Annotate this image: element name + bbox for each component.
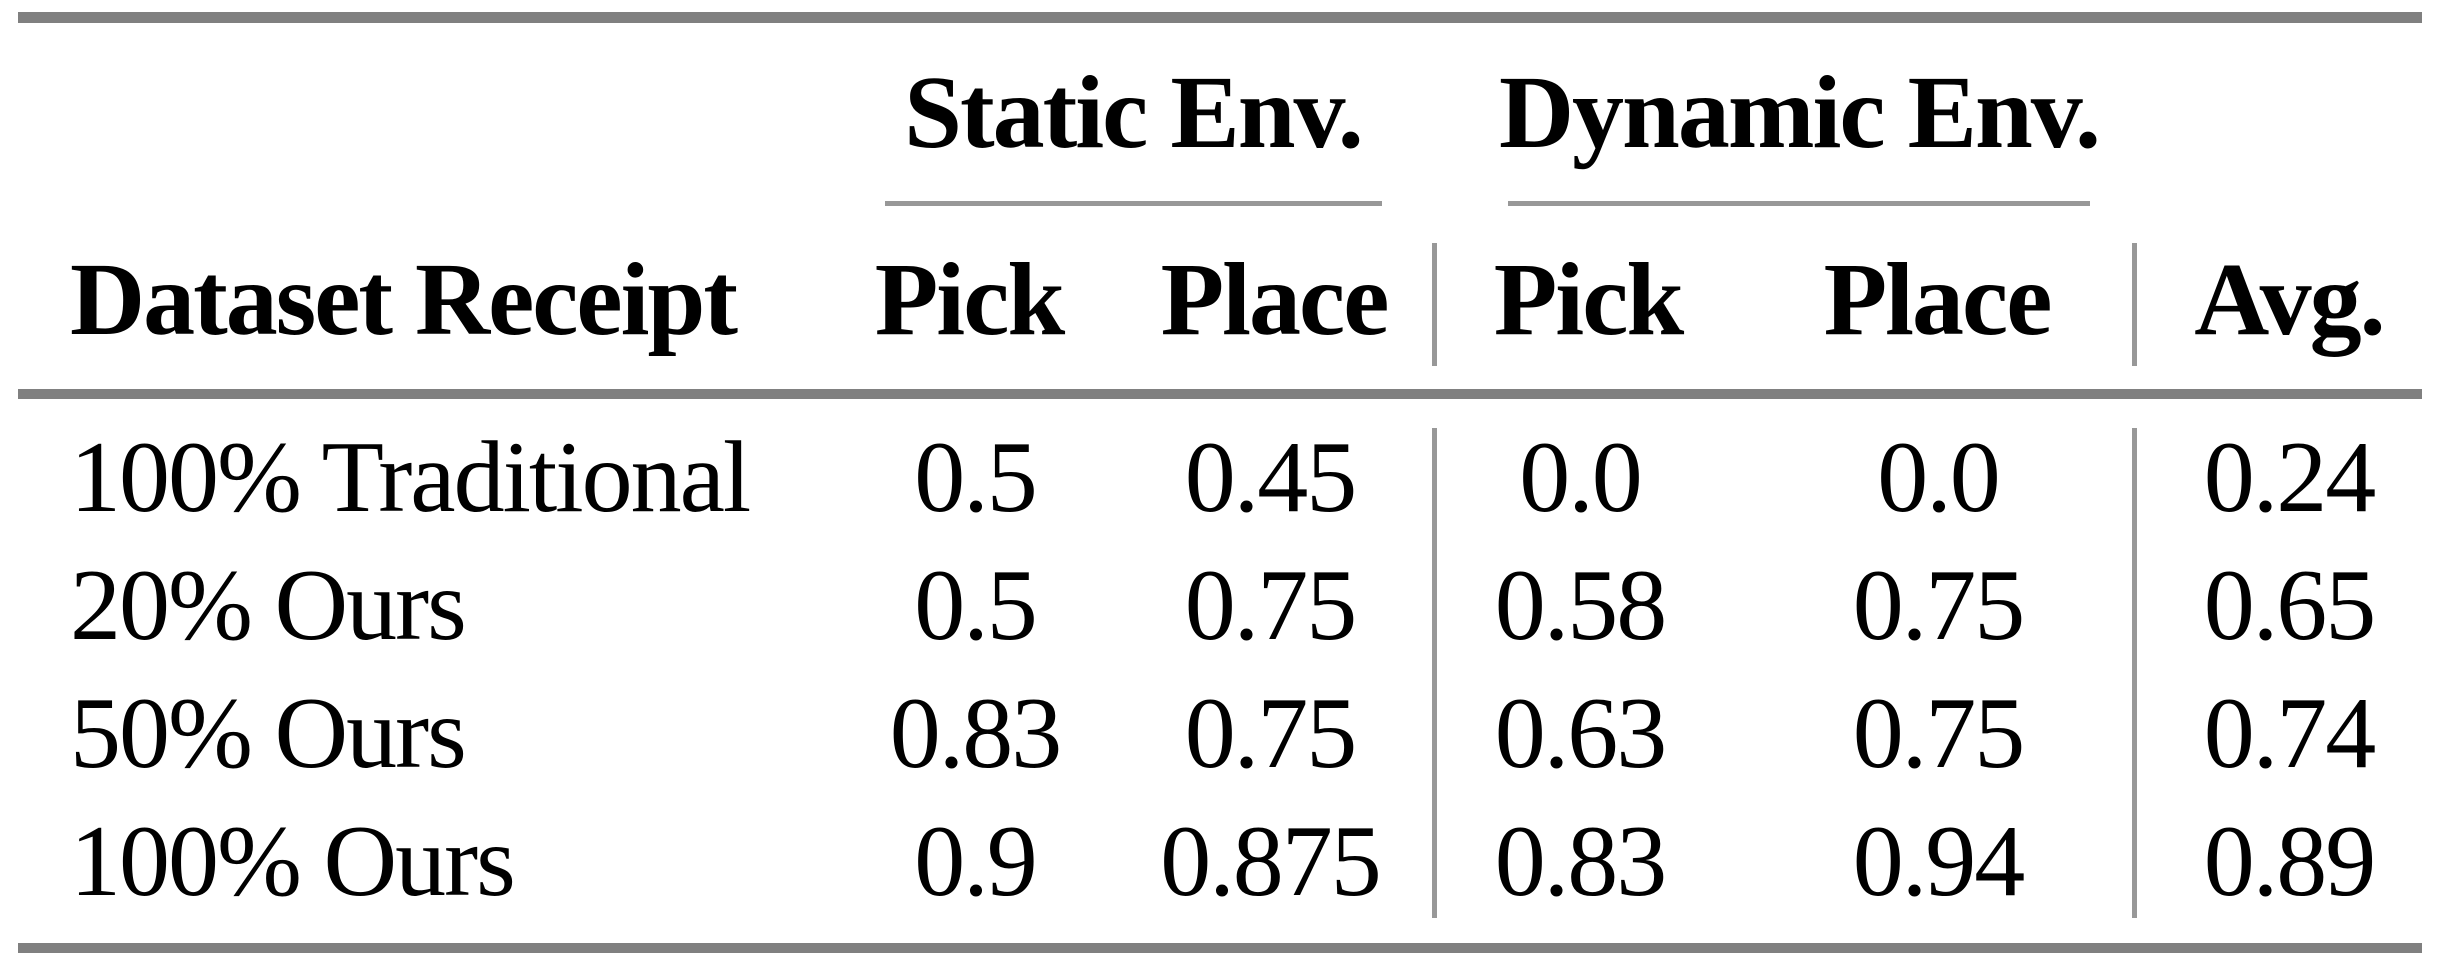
column-header-avg: Avg.	[2194, 242, 2385, 357]
row-4-static-pick: 0.9	[914, 805, 1038, 918]
separator-static-dynamic-header	[1432, 243, 1437, 366]
row-4-label: 100% Ours	[70, 805, 516, 918]
row-3-avg: 0.74	[2203, 677, 2377, 790]
separator-static-dynamic-body	[1432, 428, 1437, 918]
row-1-dynamic-pick: 0.0	[1519, 421, 1643, 534]
row-2-static-pick: 0.5	[914, 549, 1038, 662]
header-body-rule	[18, 389, 2422, 399]
group-header-dynamic-env: Dynamic Env.	[1498, 55, 2101, 170]
row-2-label: 20% Ours	[70, 549, 467, 662]
group-header-static-env: Static Env.	[904, 55, 1364, 170]
row-2-dynamic-place: 0.75	[1852, 549, 2026, 662]
row-2-static-place: 0.75	[1184, 549, 1358, 662]
row-4-static-place: 0.875	[1160, 805, 1382, 918]
top-rule	[18, 12, 2422, 23]
separator-dynamic-avg-header	[2132, 243, 2137, 366]
row-4-dynamic-pick: 0.83	[1494, 805, 1668, 918]
row-3-dynamic-pick: 0.63	[1494, 677, 1668, 790]
column-header-dynamic-place: Place	[1823, 242, 2053, 357]
row-4-dynamic-place: 0.94	[1852, 805, 2026, 918]
dynamic-env-underline	[1508, 201, 2090, 206]
row-3-static-place: 0.75	[1184, 677, 1358, 790]
row-1-dynamic-place: 0.0	[1877, 421, 2001, 534]
column-header-static-place: Place	[1160, 242, 1390, 357]
row-1-static-place: 0.45	[1184, 421, 1358, 534]
row-3-label: 50% Ours	[70, 677, 467, 790]
column-header-dynamic-pick: Pick	[1493, 242, 1684, 357]
bottom-rule	[18, 943, 2422, 953]
row-2-avg: 0.65	[2203, 549, 2377, 662]
row-2-dynamic-pick: 0.58	[1494, 549, 1668, 662]
row-3-static-pick: 0.83	[889, 677, 1063, 790]
row-1-static-pick: 0.5	[914, 421, 1038, 534]
column-header-dataset-receipt: Dataset Receipt	[70, 242, 738, 357]
separator-dynamic-avg-body	[2132, 428, 2137, 918]
row-4-avg: 0.89	[2203, 805, 2377, 918]
column-header-static-pick: Pick	[874, 242, 1065, 357]
static-env-underline	[885, 201, 1382, 206]
row-1-avg: 0.24	[2203, 421, 2377, 534]
row-1-label: 100% Traditional	[70, 421, 751, 534]
row-3-dynamic-place: 0.75	[1852, 677, 2026, 790]
